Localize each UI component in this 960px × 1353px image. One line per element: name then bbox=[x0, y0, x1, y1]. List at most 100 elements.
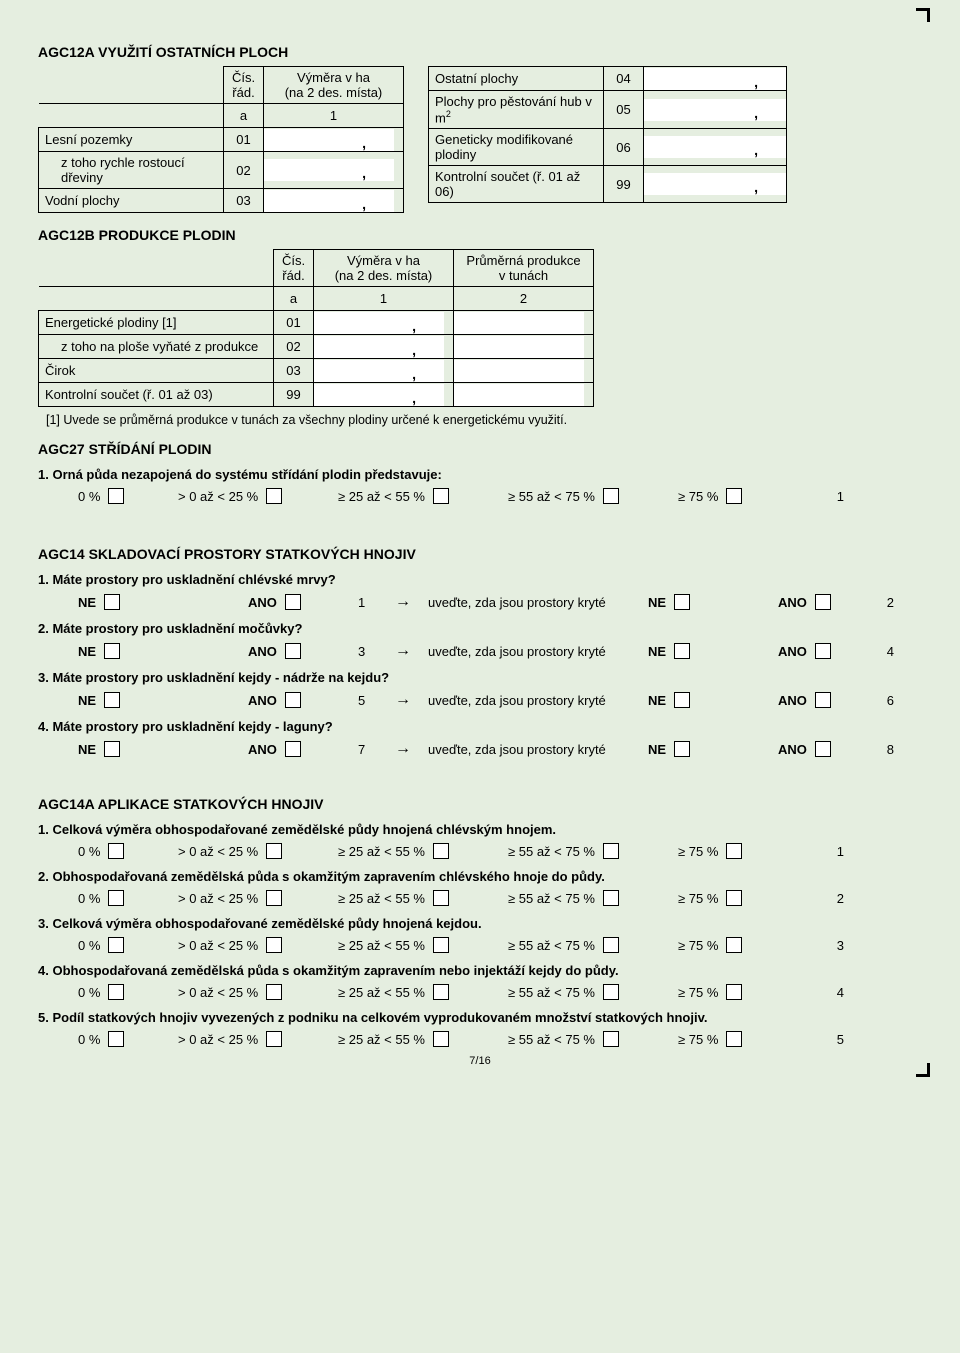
checkbox[interactable] bbox=[266, 937, 282, 953]
row-label: Vodní plochy bbox=[39, 189, 224, 213]
ne-label: NE bbox=[648, 595, 666, 610]
hdr-1: 1 bbox=[264, 104, 404, 128]
checkbox[interactable] bbox=[285, 643, 301, 659]
checkbox[interactable] bbox=[815, 692, 831, 708]
ne-label: NE bbox=[648, 693, 666, 708]
agc14-option-row: NEANO3→uveďte, zda jsou prostory krytéNE… bbox=[38, 642, 922, 660]
checkbox[interactable] bbox=[674, 741, 690, 757]
agc14a-question: 1. Celková výměra obhospodařované zemědě… bbox=[38, 822, 922, 837]
checkbox[interactable] bbox=[726, 488, 742, 504]
agc12a-title: AGC12A VYUŽITÍ OSTATNÍCH PLOCH bbox=[38, 44, 922, 60]
checkbox[interactable] bbox=[108, 937, 124, 953]
option-label: ≥ 25 až < 55 % bbox=[338, 1032, 425, 1047]
checkbox[interactable] bbox=[104, 643, 120, 659]
checkbox[interactable] bbox=[266, 1031, 282, 1047]
checkbox[interactable] bbox=[104, 692, 120, 708]
checkbox[interactable] bbox=[266, 488, 282, 504]
checkbox[interactable] bbox=[433, 488, 449, 504]
hdr-cis: Čís. řád. bbox=[224, 67, 264, 104]
checkbox[interactable] bbox=[108, 488, 124, 504]
checkbox[interactable] bbox=[815, 594, 831, 610]
checkbox[interactable] bbox=[726, 843, 742, 859]
numeric-input[interactable] bbox=[454, 336, 584, 358]
agc14-question: 2. Máte prostory pro uskladnění močůvky? bbox=[38, 621, 922, 636]
hdr-a: a bbox=[274, 287, 314, 311]
checkbox[interactable] bbox=[104, 741, 120, 757]
checkbox[interactable] bbox=[603, 937, 619, 953]
checkbox[interactable] bbox=[433, 984, 449, 1000]
row-number: 4 bbox=[878, 644, 894, 659]
checkbox[interactable] bbox=[603, 488, 619, 504]
checkbox[interactable] bbox=[266, 984, 282, 1000]
agc14a-option-row: 0 %> 0 až < 25 %≥ 25 až < 55 %≥ 55 až < … bbox=[38, 984, 922, 1000]
numeric-input[interactable]: , bbox=[314, 384, 444, 406]
numeric-input[interactable] bbox=[454, 360, 584, 382]
ano-label: ANO bbox=[248, 742, 277, 757]
numeric-input[interactable]: , bbox=[314, 312, 444, 334]
option-label: > 0 až < 25 % bbox=[178, 985, 258, 1000]
row-label: Plochy pro pěstování hub v m2 bbox=[429, 91, 604, 129]
numeric-input[interactable]: , bbox=[264, 190, 394, 212]
agc14a-option-row: 0 %> 0 až < 25 %≥ 25 až < 55 %≥ 55 až < … bbox=[38, 843, 922, 859]
checkbox[interactable] bbox=[433, 890, 449, 906]
numeric-input[interactable]: , bbox=[314, 336, 444, 358]
option-label: ≥ 55 až < 75 % bbox=[508, 985, 595, 1000]
checkbox[interactable] bbox=[433, 937, 449, 953]
numeric-input[interactable]: , bbox=[264, 159, 394, 181]
checkbox[interactable] bbox=[674, 692, 690, 708]
row-number: 6 bbox=[878, 693, 894, 708]
arrow-icon: → bbox=[388, 593, 418, 611]
option-label: ≥ 25 až < 55 % bbox=[338, 938, 425, 953]
numeric-input[interactable]: , bbox=[314, 360, 444, 382]
agc14-question: 4. Máte prostory pro uskladnění kejdy - … bbox=[38, 719, 922, 734]
checkbox[interactable] bbox=[108, 843, 124, 859]
row-code: 01 bbox=[274, 311, 314, 335]
row-number: 2 bbox=[878, 595, 894, 610]
hdr-a: a bbox=[224, 104, 264, 128]
checkbox[interactable] bbox=[603, 843, 619, 859]
numeric-input[interactable]: , bbox=[264, 129, 394, 151]
option-label: > 0 až < 25 % bbox=[178, 489, 258, 504]
row-code: 02 bbox=[224, 152, 264, 189]
option-label: ≥ 75 % bbox=[678, 985, 718, 1000]
row-number: 8 bbox=[878, 742, 894, 757]
checkbox[interactable] bbox=[674, 643, 690, 659]
checkbox[interactable] bbox=[285, 594, 301, 610]
form-page: AGC12A VYUŽITÍ OSTATNÍCH PLOCH Čís. řád.… bbox=[0, 0, 960, 1085]
checkbox[interactable] bbox=[815, 741, 831, 757]
checkbox[interactable] bbox=[108, 890, 124, 906]
checkbox[interactable] bbox=[815, 643, 831, 659]
numeric-input[interactable] bbox=[454, 384, 584, 406]
agc14a-title: AGC14A APLIKACE STATKOVÝCH HNOJIV bbox=[38, 796, 922, 812]
checkbox[interactable] bbox=[433, 1031, 449, 1047]
ano-label: ANO bbox=[248, 644, 277, 659]
checkbox[interactable] bbox=[603, 984, 619, 1000]
checkbox[interactable] bbox=[108, 1031, 124, 1047]
checkbox[interactable] bbox=[285, 692, 301, 708]
checkbox[interactable] bbox=[104, 594, 120, 610]
checkbox[interactable] bbox=[266, 843, 282, 859]
ne-label: NE bbox=[648, 644, 666, 659]
checkbox[interactable] bbox=[603, 1031, 619, 1047]
checkbox[interactable] bbox=[603, 890, 619, 906]
agc12b-table: Čís. řád. Výměra v ha (na 2 des. místa) … bbox=[38, 249, 594, 407]
numeric-input[interactable] bbox=[454, 312, 584, 334]
agc14a-option-row: 0 %> 0 až < 25 %≥ 25 až < 55 %≥ 55 až < … bbox=[38, 937, 922, 953]
numeric-input[interactable]: , bbox=[644, 136, 786, 158]
checkbox[interactable] bbox=[726, 890, 742, 906]
row-number: 3 bbox=[358, 644, 378, 659]
checkbox[interactable] bbox=[726, 1031, 742, 1047]
checkbox[interactable] bbox=[726, 937, 742, 953]
numeric-input[interactable]: , bbox=[644, 99, 786, 121]
checkbox[interactable] bbox=[285, 741, 301, 757]
checkbox[interactable] bbox=[726, 984, 742, 1000]
checkbox[interactable] bbox=[108, 984, 124, 1000]
checkbox[interactable] bbox=[433, 843, 449, 859]
agc27-q1: 1. Orná půda nezapojená do systému stříd… bbox=[38, 467, 922, 482]
numeric-input[interactable]: , bbox=[644, 173, 786, 195]
checkbox[interactable] bbox=[266, 890, 282, 906]
checkbox[interactable] bbox=[674, 594, 690, 610]
numeric-input[interactable]: , bbox=[644, 68, 786, 90]
option-label: ≥ 75 % bbox=[678, 938, 718, 953]
covered-label: uveďte, zda jsou prostory kryté bbox=[428, 742, 638, 757]
